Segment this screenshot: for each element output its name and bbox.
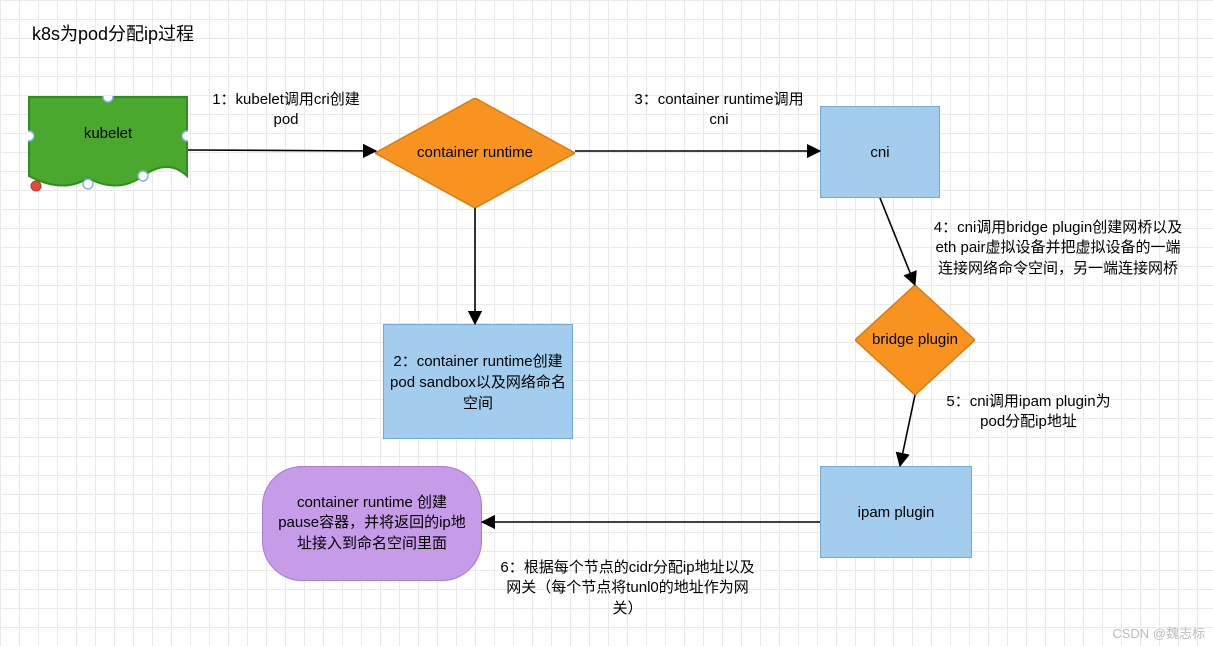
- edges-group: [188, 150, 915, 522]
- edge-5: [900, 395, 915, 466]
- edge-4: [880, 198, 915, 285]
- arrows-layer: [0, 0, 1213, 646]
- watermark: CSDN @魏志标: [1112, 623, 1205, 642]
- diagram-canvas: k8s为pod分配ip过程 kubelet container runtime …: [0, 0, 1213, 646]
- edge-1: [188, 150, 376, 151]
